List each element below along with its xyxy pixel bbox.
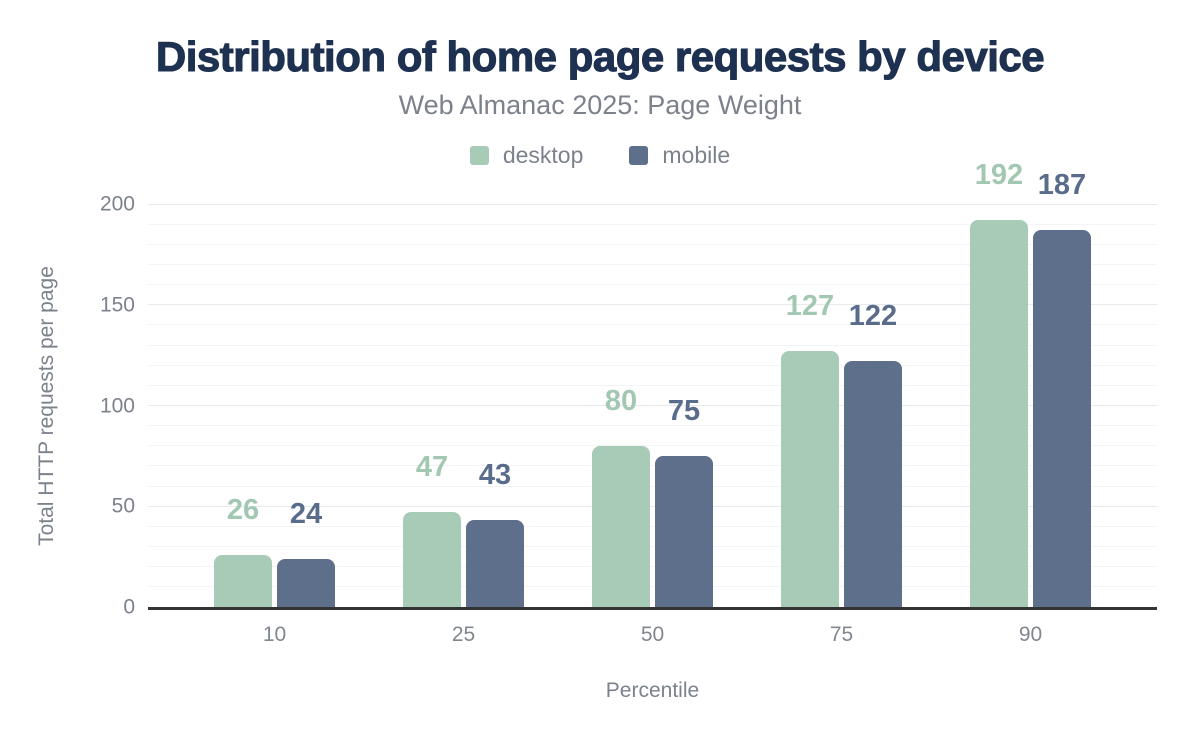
bar-group-90: 192 187 90 bbox=[970, 161, 1091, 645]
bar-value-label-mobile-p75: 122 bbox=[848, 300, 898, 332]
y-tick-label: 0 bbox=[123, 595, 135, 619]
minor-gridline bbox=[148, 566, 1157, 568]
minor-gridline bbox=[148, 445, 1157, 447]
bar-desktop-p75[interactable] bbox=[781, 351, 839, 607]
minor-gridline bbox=[148, 485, 1157, 487]
legend-label-desktop: desktop bbox=[502, 142, 584, 168]
x-tick-label-90: 90 bbox=[1018, 623, 1043, 646]
minor-gridline bbox=[148, 384, 1157, 386]
major-gridline bbox=[148, 505, 1157, 507]
legend: desktop mobile bbox=[0, 142, 1200, 169]
major-gridline bbox=[148, 405, 1157, 406]
bar-column-mobile-25: 43 bbox=[466, 461, 524, 607]
bar-group-75: 127 122 75 bbox=[781, 292, 902, 645]
bar-desktop-p50[interactable] bbox=[592, 446, 650, 607]
bar-column-desktop-50: 80 bbox=[592, 387, 650, 607]
chart-title: Distribution of home page requests by de… bbox=[155, 32, 1045, 80]
bar-column-mobile-10: 24 bbox=[277, 500, 335, 607]
bar-desktop-p90[interactable] bbox=[970, 220, 1028, 607]
legend-swatch-desktop-icon bbox=[469, 146, 489, 165]
minor-gridline bbox=[148, 263, 1157, 265]
x-tick-label-10: 10 bbox=[262, 623, 287, 646]
bar-value-label-mobile-p10: 24 bbox=[289, 498, 323, 530]
minor-gridline bbox=[148, 364, 1157, 366]
x-tick-label-75: 75 bbox=[829, 623, 854, 646]
bar-column-desktop-75: 127 bbox=[781, 292, 839, 607]
minor-gridline bbox=[148, 324, 1157, 326]
x-axis-title: Percentile bbox=[605, 679, 700, 702]
y-tick-label: 150 bbox=[99, 293, 135, 317]
minor-gridline bbox=[148, 223, 1157, 225]
bar-group-25: 47 43 25 bbox=[403, 453, 524, 645]
legend-swatch-mobile-icon bbox=[629, 146, 649, 165]
major-gridline bbox=[148, 304, 1157, 306]
bar-value-label-desktop-p10: 26 bbox=[226, 494, 260, 526]
bar-column-mobile-75: 122 bbox=[844, 302, 902, 607]
legend-item-mobile[interactable]: mobile bbox=[629, 142, 730, 169]
bar-value-label-mobile-p25: 43 bbox=[478, 459, 512, 491]
bar-column-mobile-50: 75 bbox=[655, 397, 713, 607]
y-axis-title: Total HTTP requests per page bbox=[35, 266, 58, 546]
y-tick-label: 50 bbox=[111, 494, 135, 518]
legend-label-mobile: mobile bbox=[662, 142, 731, 168]
bar-groups: 26 24 10 47 43 25 80 75 50 127 122 75 192 187 90 bbox=[148, 161, 1157, 645]
minor-gridline bbox=[148, 546, 1157, 548]
minor-gridline bbox=[148, 465, 1157, 467]
bar-mobile-p90[interactable] bbox=[1033, 230, 1091, 607]
y-tick-label: 200 bbox=[99, 192, 135, 216]
bar-column-mobile-90: 187 bbox=[1033, 171, 1091, 607]
y-tick-label: 100 bbox=[99, 394, 135, 417]
bar-group-10: 26 24 10 bbox=[214, 496, 335, 645]
minor-gridline bbox=[148, 284, 1157, 286]
minor-gridline bbox=[148, 425, 1157, 427]
minor-gridline bbox=[148, 243, 1157, 245]
bar-group-50: 80 75 50 bbox=[592, 387, 713, 645]
bar-mobile-p75[interactable] bbox=[844, 361, 902, 607]
bar-column-desktop-90: 192 bbox=[970, 161, 1028, 607]
bar-value-label-desktop-p50: 80 bbox=[604, 385, 638, 417]
bar-value-label-desktop-p25: 47 bbox=[415, 451, 449, 483]
minor-gridline bbox=[148, 344, 1157, 346]
bar-value-label-mobile-p50: 75 bbox=[667, 395, 701, 427]
legend-item-desktop[interactable]: desktop bbox=[469, 142, 584, 169]
plot-area: 26 24 10 47 43 25 80 75 50 127 122 75 192 187 90 0 50 10… bbox=[100, 161, 1157, 645]
x-tick-label-25: 25 bbox=[451, 623, 476, 646]
bar-mobile-p25[interactable] bbox=[466, 520, 524, 607]
bar-mobile-p10[interactable] bbox=[277, 559, 335, 607]
bar-value-label-mobile-p90: 187 bbox=[1037, 169, 1087, 201]
bar-column-desktop-10: 26 bbox=[214, 496, 272, 607]
bar-desktop-p10[interactable] bbox=[214, 555, 272, 607]
bar-value-label-desktop-p90: 192 bbox=[974, 159, 1024, 191]
x-tick-label-50: 50 bbox=[640, 623, 665, 646]
bar-desktop-p25[interactable] bbox=[403, 512, 461, 607]
bar-column-desktop-25: 47 bbox=[403, 453, 461, 607]
bar-value-label-desktop-p75: 127 bbox=[785, 290, 835, 322]
minor-gridline bbox=[148, 586, 1157, 588]
bar-mobile-p50[interactable] bbox=[655, 456, 713, 607]
chart-subtitle: Web Almanac 2025: Page Weight bbox=[398, 90, 802, 120]
major-gridline bbox=[148, 203, 1157, 205]
minor-gridline bbox=[148, 525, 1157, 527]
